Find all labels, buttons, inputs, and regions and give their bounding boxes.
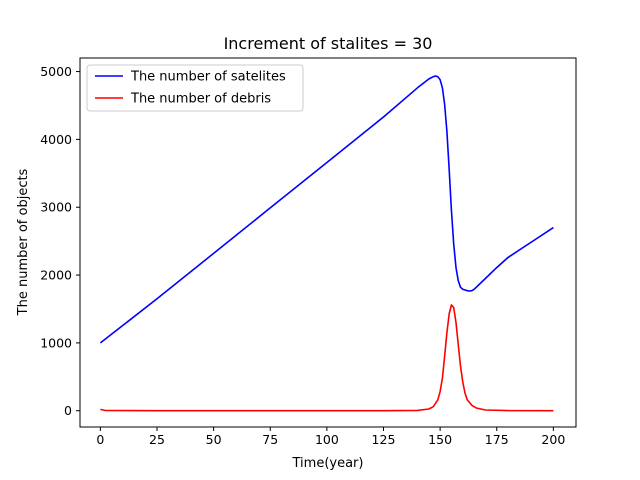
y-tick-label: 0 — [64, 403, 72, 418]
x-tick-label: 175 — [485, 432, 509, 447]
x-tick-label: 0 — [96, 432, 104, 447]
y-tick-label: 2000 — [40, 268, 72, 283]
x-tick-label: 125 — [372, 432, 396, 447]
plot-frame — [79, 57, 577, 428]
x-axis-label: Time(year) — [292, 456, 364, 471]
y-tick-label: 1000 — [40, 335, 72, 350]
legend-label-0: The number of satelites — [130, 70, 286, 85]
y-tick-label: 5000 — [40, 64, 72, 79]
chart-title: Increment of stalites = 30 — [224, 34, 433, 53]
series-line-0 — [99, 75, 554, 344]
x-tick-label: 150 — [428, 432, 452, 447]
legend-box — [86, 64, 304, 112]
x-tick-label: 50 — [206, 432, 222, 447]
y-axis-label: The number of objects — [16, 168, 31, 316]
legend: The number of satelites The number of deb… — [86, 64, 304, 112]
legend-label-1: The number of debris — [130, 92, 271, 107]
x-tick-label: 75 — [262, 432, 278, 447]
y-tick-label: 4000 — [40, 132, 72, 147]
x-tick-label: 200 — [541, 432, 565, 447]
x-tick-label: 25 — [149, 432, 165, 447]
y-tick-label: 3000 — [40, 200, 72, 215]
series-line-1 — [100, 304, 554, 412]
x-tick-label: 100 — [315, 432, 339, 447]
